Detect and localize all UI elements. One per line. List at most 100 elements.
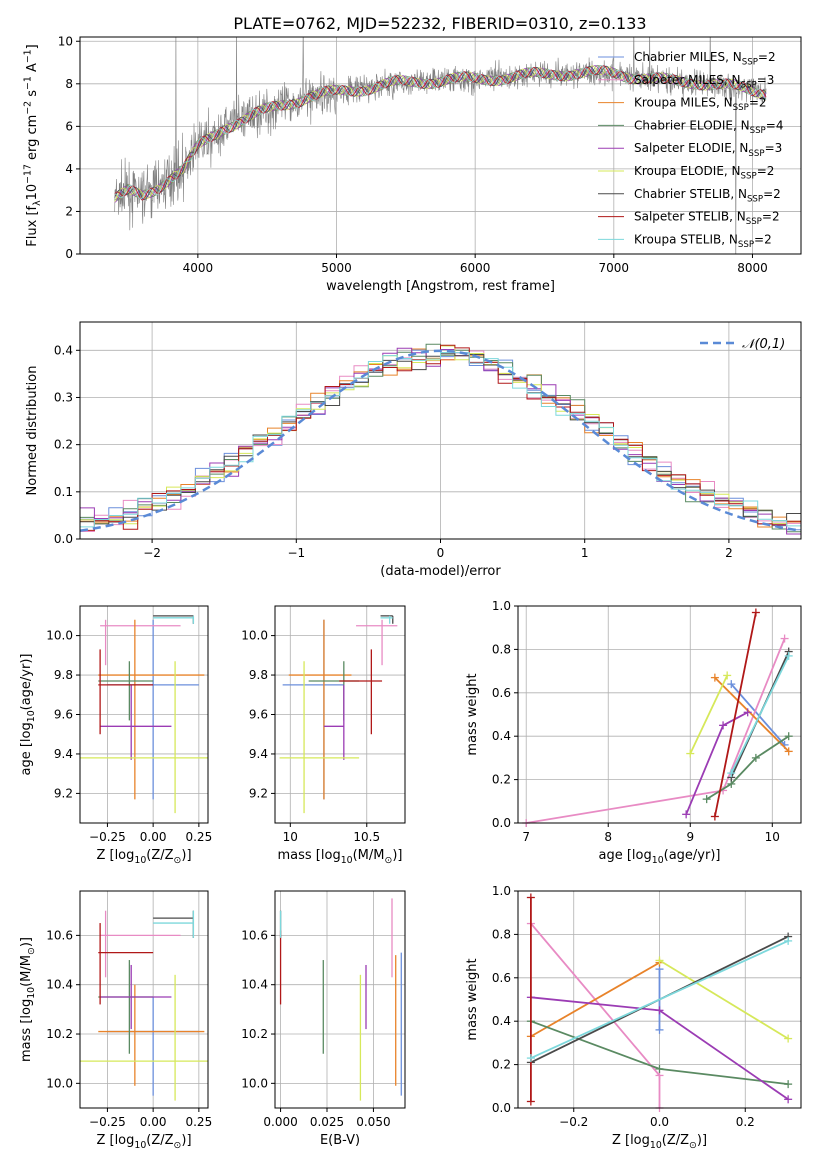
mass-vs-z-errorbar-salpeter-stelib (98, 923, 154, 1005)
age-vs-mass-errorbar-chabrier-elodie (308, 661, 360, 721)
x-tick-label: 0.050 (356, 1115, 390, 1129)
mass-weight-vs-z-marker-salpeter-elodie (655, 1006, 664, 1015)
age-vs-z-errorbar-salpeter-elodie (100, 684, 172, 760)
age-vs-z-ylabel: age [log10​(age/yr)] (19, 654, 37, 776)
y-tick-label: 10.2 (241, 1027, 268, 1041)
y-tick-label: 0.4 (492, 1014, 511, 1028)
spectrum-legend: Chabrier MILES, NSSP​=2 Salpeter MILES, N… (598, 50, 783, 250)
y-tick-label: 4 (65, 162, 73, 176)
age-vs-z-frame (79, 605, 209, 824)
legend-label-kroupa-miles: Kroupa MILES, NSSP​=2 (634, 96, 767, 114)
x-tick-label: 0.00 (140, 830, 167, 844)
mass-weight-vs-age-line-salpeter-stelib (714, 612, 757, 817)
mass-vs-ebv-grid (275, 891, 405, 1108)
spectrum: 4000 5000 6000 7000 8000 0 2 4 6 8 10 wavelength [A… (23, 34, 802, 294)
legend-label-kroupa-stelib: Kroupa STELIB, NSSP​=2 (634, 232, 772, 250)
age-vs-z-errorbar-chabrier-miles (107, 619, 199, 800)
y-tick-label: 1.0 (492, 884, 511, 898)
y-tick-label: 0.0 (54, 532, 73, 546)
spectrum-model-kroupa-stelib (114, 64, 767, 200)
y-tick-label: 0.1 (54, 485, 73, 499)
mass-weight-vs-z-marker-kroupa-elodie (655, 956, 664, 965)
x-tick-label: 0.25 (185, 830, 212, 844)
y-tick-label: 0.6 (492, 686, 511, 700)
age-vs-mass-frame (274, 605, 406, 824)
mass-weight-vs-z-marker-kroupa-elodie (784, 1034, 793, 1043)
mass-weight-vs-age-line-kroupa-stelib (730, 655, 790, 774)
mass-weight-vs-z-marker-chabrier-elodie (655, 1064, 664, 1073)
mass-weight-vs-z-marker-chabrier-elodie (784, 1080, 793, 1089)
age-vs-z-errorbar-kroupa-elodie (80, 661, 208, 814)
residual-histogram-frame (79, 321, 802, 540)
mass-weight-vs-z-marker-kroupa-stelib (526, 1054, 535, 1063)
age-vs-z-errorbar-chabrier-elodie (98, 661, 154, 721)
age-vs-mass-errorbar-salpeter-stelib (339, 649, 383, 735)
age-vs-z-errorbar-kroupa-stelib (153, 615, 195, 624)
mass-vs-z-errorbar-kroupa-miles (98, 984, 205, 1086)
mass-vs-z-frame (79, 890, 209, 1109)
age-vs-z-errorbar-salpeter-stelib (98, 649, 154, 735)
x-tick-label: 0.025 (310, 1115, 344, 1129)
y-tick-label: 0.6 (492, 971, 511, 985)
x-tick-label: 10.5 (353, 830, 380, 844)
mass-weight-vs-z-frame (517, 890, 802, 1109)
mass-weight-vs-z-plot (526, 893, 793, 1112)
mass-weight-vs-age-marker-chabrier-miles (727, 680, 736, 689)
x-tick-label: −0.2 (559, 1115, 588, 1129)
y-tick-label: 0.2 (492, 1058, 511, 1072)
mass-vs-ebv-frame (274, 890, 406, 1109)
mass-weight-vs-z-marker-salpeter-stelib (526, 893, 535, 902)
mass-vs-z-plot (80, 910, 208, 1101)
age-vs-z-errorbar-salpeter-miles (100, 619, 181, 666)
residual-histogram-ylabel: Normed distribution (25, 366, 40, 496)
mass-weight-vs-z-line-salpeter-miles (530, 922, 661, 1108)
age-vs-mass-errorbar-salpeter-elodie (323, 684, 345, 760)
mass-vs-ebv-plot (279, 898, 402, 1101)
residual-histogram: −2 −1 0 1 2 0.0 0.1 0.2 0.3 0.4 (data-model)/error… (25, 321, 802, 579)
x-tick-label: 0.2 (736, 1115, 755, 1129)
y-tick-label: 9.6 (249, 708, 268, 722)
mass-vs-z-errorbar-salpeter-elodie (100, 964, 172, 1030)
mass-weight-vs-age-xlabel: age [log10​(age/yr)] (599, 848, 721, 866)
age-vs-mass: 10 10.5 9.2 9.4 9.6 9.8 10.0 mass [log10​(M/M⊙​… (241, 605, 406, 866)
x-tick-label: 4000 (183, 261, 214, 275)
mass-weight-vs-age-marker-salpeter-miles (780, 634, 789, 643)
y-tick-label: 10.0 (241, 1076, 268, 1090)
figure-title: PLATE=0762, MJD=52232, FIBERID=0310, z=0… (233, 14, 646, 33)
y-tick-label: 10.6 (46, 928, 73, 942)
y-tick-label: 10 (58, 34, 73, 48)
x-tick-label: 10 (283, 830, 298, 844)
mass-weight-vs-z-line-kroupa-stelib (530, 940, 789, 1059)
y-tick-label: 9.8 (54, 668, 73, 682)
mass-vs-ebv-xlabel: E(B-V) (320, 1133, 360, 1148)
y-tick-label: 0.0 (492, 816, 511, 830)
mass-weight-vs-age-marker-kroupa-miles (784, 747, 793, 756)
mass-weight-vs-age-frame (517, 605, 802, 824)
y-tick-label: 10.0 (46, 1076, 73, 1090)
x-tick-label: −2 (143, 546, 161, 560)
legend-label-chabrier-stelib: Chabrier STELIB, NSSP​=2 (634, 187, 781, 205)
legend-label-kroupa-elodie: Kroupa ELODIE, NSSP​=2 (634, 164, 774, 182)
mass-weight-vs-z-ylabel: mass weight (465, 958, 480, 1040)
mass-weight-vs-z-marker-kroupa-stelib (784, 936, 793, 945)
mass-weight-vs-age-marker-kroupa-stelib (784, 651, 793, 660)
age-vs-mass-errorbar-kroupa-stelib (380, 615, 393, 624)
mass-weight-vs-age-marker-chabrier-elodie (751, 753, 760, 762)
x-tick-label: 0.25 (185, 1115, 212, 1129)
y-tick-label: 10.0 (46, 629, 73, 643)
y-tick-label: 0.3 (54, 390, 73, 404)
y-tick-label: 10.0 (241, 629, 268, 643)
x-tick-label: 5000 (321, 261, 352, 275)
mass-weight-vs-z-line-kroupa-miles (530, 961, 660, 1038)
histogram-legend: 𝒩(0,1) (700, 337, 785, 352)
mass-weight-vs-age-marker-salpeter-elodie (682, 810, 691, 819)
age-vs-z-errorbar-chabrier-stelib (153, 615, 195, 624)
mass-weight-vs-age-marker-kroupa-miles (710, 673, 719, 682)
y-tick-label: 9.6 (54, 708, 73, 722)
residual-histogram-xlabel: (data-model)/error (380, 564, 501, 579)
spectrum-model-chabrier-elodie (114, 64, 767, 201)
x-tick-label: 10 (765, 830, 780, 844)
x-tick-label: 9 (686, 830, 694, 844)
legend-label-salpeter-stelib: Salpeter STELIB, NSSP​=2 (634, 210, 780, 228)
mass-vs-z-xlabel: Z [log10​(Z/Z⊙​)] (96, 1133, 191, 1151)
